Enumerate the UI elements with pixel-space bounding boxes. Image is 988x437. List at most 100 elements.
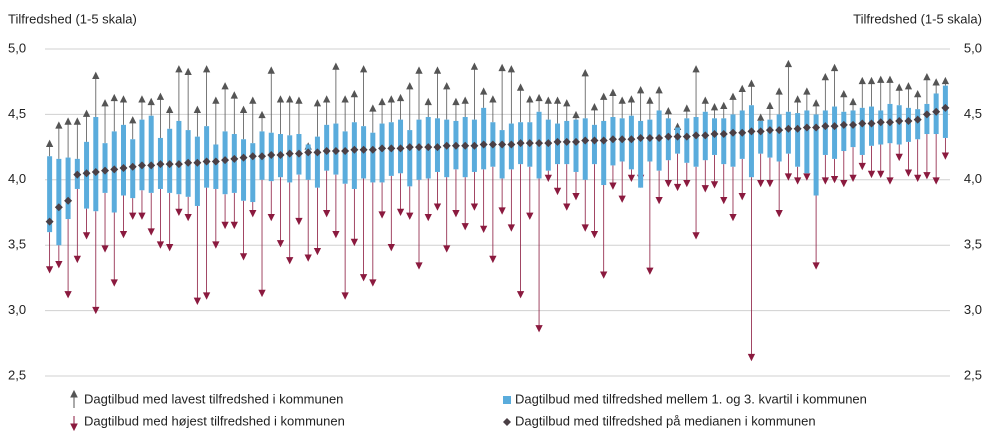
max-arrow (461, 96, 469, 118)
y-tick-label: 4,5 (8, 106, 26, 121)
median-marker (137, 161, 146, 170)
min-arrow (489, 166, 497, 264)
max-arrow (572, 110, 580, 120)
median-marker (239, 153, 248, 162)
median-marker (91, 167, 100, 176)
min-arrow (212, 188, 220, 249)
min-arrow (720, 164, 728, 205)
quartile-box (813, 114, 819, 196)
min-arrow (747, 177, 756, 362)
max-arrow (295, 96, 303, 135)
max-arrow (793, 95, 802, 114)
max-arrow (830, 63, 839, 107)
min-arrow (544, 170, 552, 183)
min-arrow (867, 145, 876, 179)
max-arrow (156, 92, 165, 138)
median-marker (747, 127, 756, 136)
min-arrow (341, 183, 349, 300)
legend: Dagtilbud med lavest tilfredshed i kommu… (70, 389, 867, 432)
min-arrow (646, 161, 654, 275)
max-arrow (286, 95, 294, 136)
quartile-box (915, 109, 921, 140)
median-marker (202, 157, 211, 166)
median-marker (636, 133, 645, 142)
max-arrow (535, 93, 543, 112)
min-arrow (793, 166, 802, 185)
max-arrow (267, 66, 275, 133)
max-arrow (720, 101, 728, 119)
min-arrow (184, 196, 192, 222)
max-arrow (406, 82, 414, 131)
min-arrow (193, 205, 202, 305)
min-arrow (840, 151, 848, 188)
median-marker (147, 161, 156, 170)
min-arrow (175, 194, 183, 217)
min-arrow (304, 179, 312, 262)
min-arrow (563, 164, 571, 211)
median-marker (590, 136, 599, 145)
max-arrow (941, 76, 950, 86)
quartile-box (120, 124, 126, 196)
max-arrow (507, 65, 515, 124)
max-arrow (812, 99, 820, 115)
min-arrow (914, 139, 922, 183)
min-arrow (609, 165, 617, 190)
max-arrow (64, 117, 72, 158)
max-arrow (692, 65, 700, 118)
quartile-box (305, 144, 311, 180)
median-marker (461, 141, 470, 150)
min-arrow (359, 178, 368, 282)
y2-tick-label: 4,5 (964, 106, 982, 121)
quartile-box (776, 114, 782, 162)
min-arrow (378, 182, 386, 219)
max-arrow (840, 89, 848, 112)
median-marker (839, 120, 848, 129)
median-marker (211, 157, 220, 166)
max-arrow (387, 95, 395, 123)
max-arrow (738, 84, 746, 111)
min-arrow (313, 187, 322, 256)
quartile-box (859, 107, 865, 155)
max-arrow (147, 97, 155, 116)
median-marker (285, 149, 294, 158)
median-marker (304, 148, 313, 157)
max-arrow (544, 96, 552, 120)
min-arrow (156, 188, 165, 249)
y2-tick-label: 3,5 (964, 237, 982, 252)
quartile-box (93, 117, 99, 212)
y2-tick-label: 2,5 (964, 367, 982, 382)
min-arrow (821, 154, 829, 185)
median-marker (932, 107, 941, 116)
quartile-box (407, 130, 413, 187)
min-arrow (516, 164, 525, 299)
max-arrow (184, 67, 192, 131)
max-arrow (341, 95, 349, 132)
median-marker (553, 137, 562, 146)
median-marker (599, 136, 608, 145)
median-marker (156, 160, 165, 169)
max-arrow (516, 83, 525, 123)
min-arrow (323, 170, 331, 218)
quartile-box (250, 143, 256, 203)
max-arrow (858, 76, 866, 108)
max-arrow (415, 66, 423, 120)
y2-tick-label: 3,0 (964, 302, 982, 317)
max-arrow (895, 83, 903, 106)
max-arrow (193, 105, 202, 137)
min-arrow (433, 171, 442, 211)
max-arrow (683, 104, 691, 119)
quartile-box (832, 106, 838, 159)
median-marker (64, 196, 73, 205)
min-arrow (119, 195, 128, 239)
median-marker (415, 143, 424, 152)
max-arrow (470, 62, 479, 120)
max-arrow (627, 95, 636, 116)
quartile-box (822, 110, 828, 155)
median-marker (922, 110, 931, 119)
median-marker (821, 122, 830, 131)
quartile-box (139, 119, 145, 191)
quartile-box (65, 157, 71, 220)
min-arrow (877, 144, 885, 179)
min-arrow (729, 166, 737, 222)
median-marker (248, 152, 257, 161)
